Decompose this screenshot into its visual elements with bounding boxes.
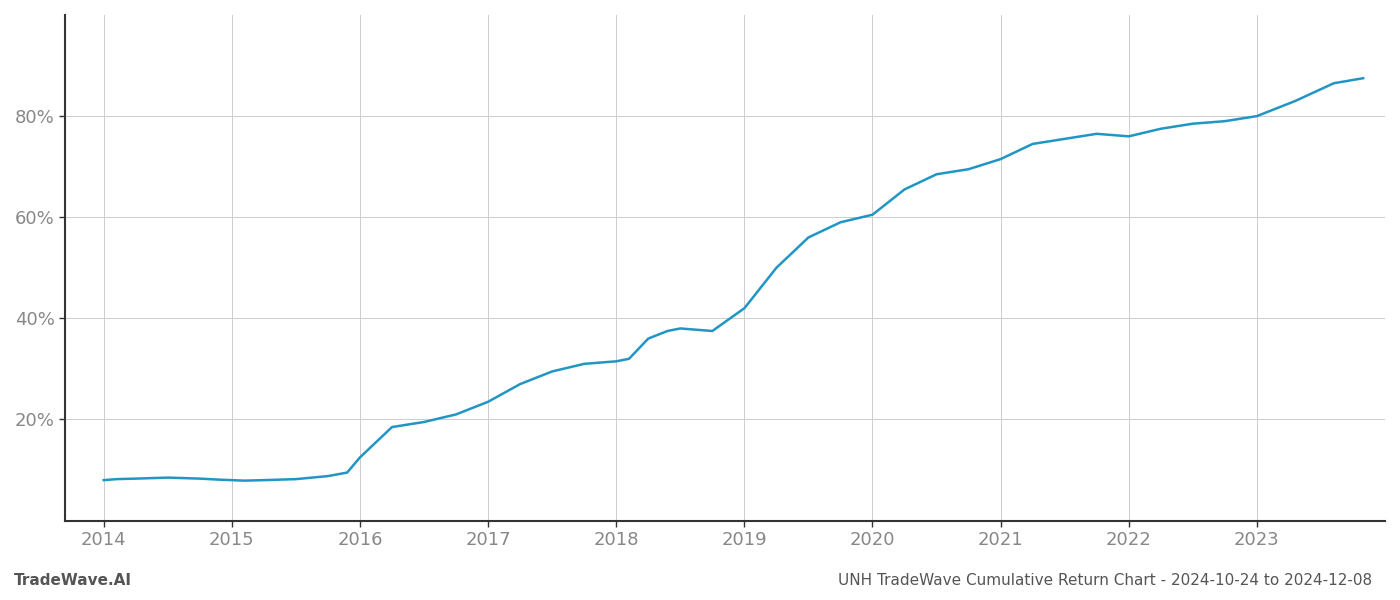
Text: UNH TradeWave Cumulative Return Chart - 2024-10-24 to 2024-12-08: UNH TradeWave Cumulative Return Chart - … xyxy=(837,573,1372,588)
Text: TradeWave.AI: TradeWave.AI xyxy=(14,573,132,588)
